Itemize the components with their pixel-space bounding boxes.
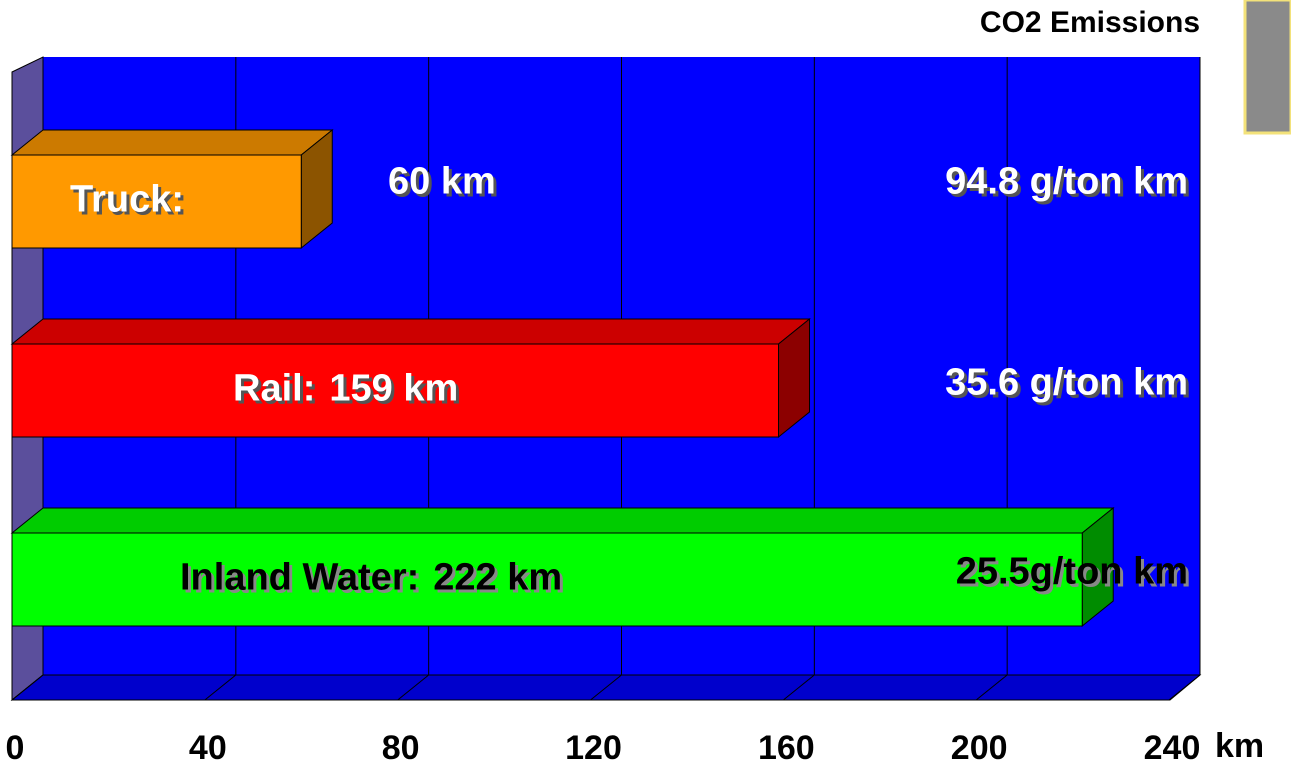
x-tick-label: 160	[758, 729, 815, 767]
x-tick-label: 200	[951, 729, 1008, 767]
bar	[11, 532, 1083, 627]
grid-line	[975, 674, 1008, 701]
bar-label: Inland Water: 222 km	[180, 557, 562, 599]
grid-line	[590, 674, 622, 701]
grid-line	[783, 674, 815, 701]
x-axis-label: km	[1215, 727, 1264, 765]
value-label: 60 km	[388, 161, 496, 203]
x-tick-label: 240	[1144, 729, 1201, 767]
grid-line	[11, 674, 44, 701]
value-label: 159 km	[329, 368, 458, 410]
value-label: 222 km	[433, 557, 562, 599]
bar	[11, 154, 302, 249]
emission-label: 35.6 g/ton km	[945, 362, 1188, 404]
bar-top	[10, 507, 1115, 534]
grid-line	[397, 674, 429, 701]
emission-label: 25.5g/ton km	[956, 551, 1188, 593]
category-label: Inland Water:	[180, 557, 419, 599]
bar-top	[10, 129, 334, 156]
category-label: Truck:	[70, 179, 184, 221]
grid-line	[1168, 674, 1201, 701]
category-label: Rail:	[233, 368, 315, 410]
grid-line	[204, 674, 237, 701]
emission-label: 94.8 g/ton km	[945, 161, 1188, 203]
bar-label: Truck:	[70, 179, 184, 221]
x-tick-label: 40	[189, 729, 227, 767]
bar-label: Rail: 159 km	[233, 368, 458, 410]
x-tick-label: 120	[565, 729, 622, 767]
bar-top	[10, 318, 811, 345]
subtitle: CO2 Emissions	[980, 6, 1200, 39]
photo	[1243, 0, 1291, 135]
x-tick-label: 0	[6, 729, 25, 767]
bar	[11, 343, 780, 438]
x-tick-label: 80	[382, 729, 420, 767]
